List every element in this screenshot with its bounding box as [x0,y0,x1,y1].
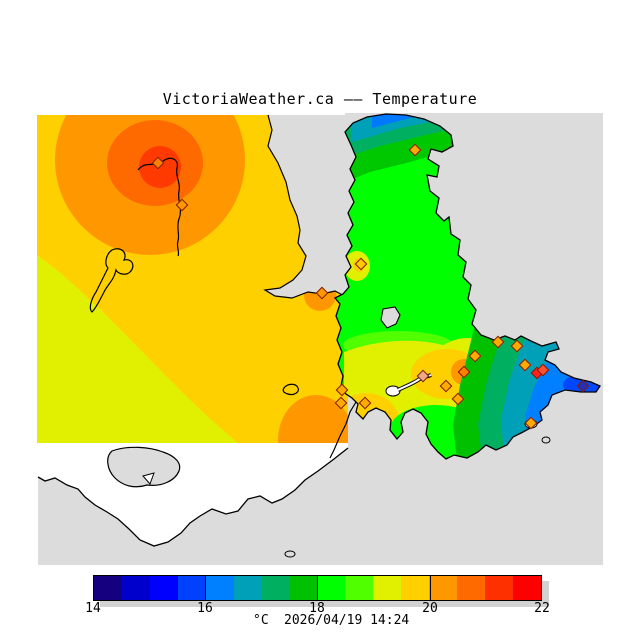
page-title: VictoriaWeather.ca —— Temperature [162,90,478,108]
timestamp: 2026/04/19 14:24 [284,613,410,628]
harbour-coastline [329,401,357,459]
colorbar-label-18: 18 [309,601,325,616]
islet-southeast-2 [541,436,551,444]
colorbar-segment [205,576,234,600]
colorbar-segment [149,576,178,600]
colorbar-segment [345,576,374,600]
colorbar-segment [177,576,206,600]
colorbar-segment [373,576,402,600]
temperature-colorbar [93,575,542,601]
peninsula-coastline [333,113,601,460]
colorbar-segment [457,576,486,600]
inlet-pond [385,385,401,397]
colorbar-segment [429,576,458,600]
lake [380,306,401,329]
colorbar-segment [317,576,346,600]
colorbar-label-14: 14 [85,601,101,616]
colorbar-segment [513,576,541,600]
colorbar-tick [205,575,206,601]
colorbar-segment [94,576,122,600]
colorbar-label-16: 16 [197,601,213,616]
south-coastline [37,447,349,547]
island-outline [89,248,134,313]
colorbar-segment [401,576,430,600]
inlet-water [265,115,348,298]
colorbar-label-20: 20 [422,601,438,616]
colorbar-segment [261,576,290,600]
lagoon-islet [142,472,155,485]
inlet-coastline [263,114,349,299]
colorbar-segment [289,576,318,600]
units-label: °C [253,613,269,628]
colorbar-tick [430,575,431,601]
colorbar-segment [233,576,262,600]
colorbar-segment [485,576,514,600]
colorbar-segment [121,576,150,600]
colorbar-label-22: 22 [534,601,550,616]
lagoon [107,446,181,488]
colorbar-tick [317,575,318,601]
islet-outline [282,383,299,396]
islet-strait [284,550,296,558]
